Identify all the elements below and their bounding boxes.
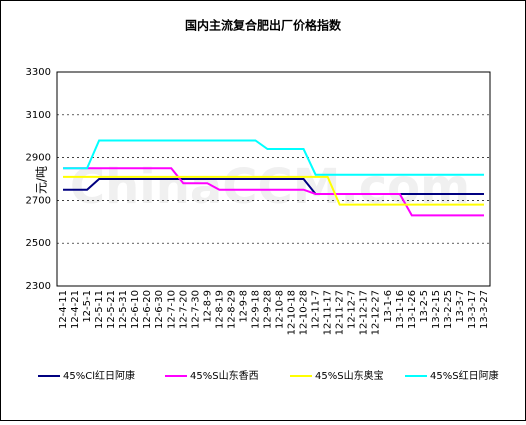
series-line	[63, 139, 484, 176]
x-tick-label: 13-2-15	[431, 290, 442, 329]
x-tick-label: 12-12-17	[359, 290, 370, 335]
y-tick-label: 3100	[26, 110, 51, 121]
legend-label: 45%S山东香西	[190, 369, 259, 382]
x-tick-label: 12-6-20	[142, 290, 153, 329]
y-tick-label: 2300	[26, 281, 51, 292]
y-tick-label: 2500	[26, 238, 51, 249]
x-tick-label: 12-10-8	[275, 290, 286, 329]
x-tick-label: 12-11-27	[335, 290, 346, 335]
x-tick-label: 12-9-8	[238, 290, 249, 323]
x-tick-label: 12-5-21	[106, 290, 117, 329]
x-tick-label: 12-5-11	[94, 290, 105, 329]
x-tick-label: 12-5-1	[82, 290, 93, 323]
x-tick-label: 12-7-20	[178, 290, 189, 329]
legend-label: 45%S红日阿康	[430, 369, 499, 382]
series-line	[63, 167, 484, 217]
x-tick-label: 13-3-27	[479, 290, 490, 329]
x-tick-label: 13-1-6	[383, 290, 394, 323]
x-tick-label: 12-9-18	[250, 290, 261, 329]
x-tick-label: 13-2-5	[419, 290, 430, 323]
x-tick-label: 12-10-28	[299, 290, 310, 335]
chart-title: 国内主流复合肥出厂价格指数	[185, 18, 342, 33]
x-tick-label: 12-8-29	[226, 290, 237, 329]
x-tick-label: 12-9-28	[262, 290, 273, 329]
x-tick-label: 13-1-26	[407, 290, 418, 329]
series-line	[63, 178, 484, 195]
x-tick-label: 13-3-17	[467, 290, 478, 329]
series-line	[63, 175, 484, 206]
y-tick-label: 2700	[26, 195, 51, 206]
x-tick-label: 12-11-17	[323, 290, 334, 335]
y-axis-label: 元/吨	[35, 166, 49, 194]
x-tick-label: 12-7-10	[166, 290, 177, 329]
x-tick-label: 12-6-10	[130, 290, 141, 329]
y-tick-label: 3300	[26, 67, 51, 78]
x-tick-label: 12-4-11	[58, 290, 69, 329]
x-tick-label: 12-6-30	[154, 290, 165, 329]
y-tick-label: 2900	[26, 153, 51, 164]
x-tick-label: 12-12-27	[371, 290, 382, 335]
x-tick-label: 12-7-30	[190, 290, 201, 329]
legend-label: 45%Cl红日阿康	[63, 369, 135, 382]
x-tick-label: 12-11-7	[311, 290, 322, 329]
x-tick-label: 12-4-21	[70, 290, 81, 329]
x-tick-label: 12-10-18	[287, 290, 298, 335]
legend-label: 45%S山东奥宝	[315, 369, 384, 382]
x-tick-label: 12-5-31	[118, 290, 129, 329]
x-tick-label: 12-8-19	[214, 290, 225, 329]
x-tick-label: 12-12-7	[347, 290, 358, 329]
x-tick-label: 12-8-9	[202, 290, 213, 323]
x-tick-label: 13-2-25	[443, 290, 454, 329]
x-tick-label: 13-1-16	[395, 290, 406, 329]
x-tick-label: 13-3-7	[455, 290, 466, 323]
